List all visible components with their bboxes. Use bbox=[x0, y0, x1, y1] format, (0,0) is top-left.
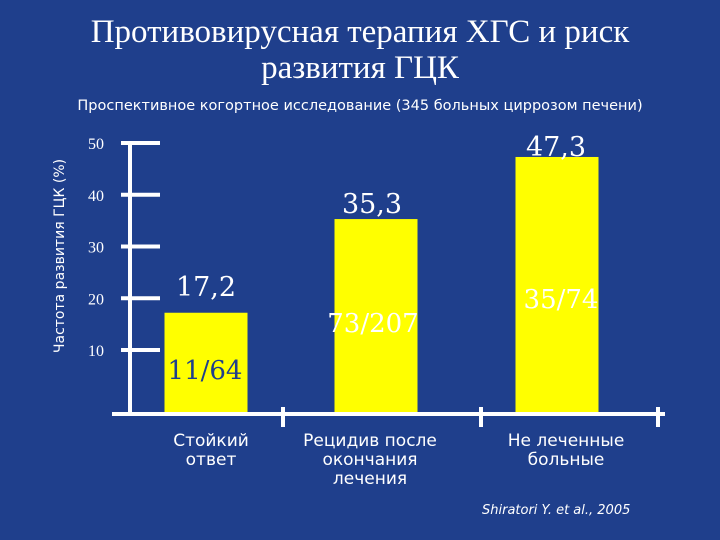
category-label-3-line-2: больные bbox=[528, 450, 605, 470]
ratio-label-1: 11/64 bbox=[168, 356, 243, 386]
category-label-1-line-2: ответ bbox=[186, 450, 237, 470]
ratio-label-2: 73/207 bbox=[327, 309, 418, 339]
bar-3 bbox=[515, 156, 599, 414]
y-tick-label-30: 30 bbox=[88, 240, 104, 257]
chart-subtitle: Проспективное когортное исследование (34… bbox=[77, 98, 643, 114]
category-label-2-line-1: Рецидив после bbox=[303, 431, 437, 451]
y-tick-label-10: 10 bbox=[88, 343, 104, 360]
category-label-3: Не леченные больные bbox=[508, 431, 625, 470]
category-label-1: Стойкий ответ bbox=[173, 431, 249, 470]
bar-1 bbox=[164, 312, 248, 414]
value-label-3: 47,3 bbox=[526, 132, 586, 163]
y-tick-label-40: 40 bbox=[88, 188, 104, 205]
slide-title: Противовирусная терапия ХГС и риск разви… bbox=[0, 14, 720, 86]
category-label-2-line-2: окончания bbox=[322, 450, 417, 470]
category-label-2: Рецидив после окончания лечения bbox=[303, 431, 437, 489]
category-label-3-line-1: Не леченные bbox=[508, 431, 625, 451]
category-label-1-line-1: Стойкий bbox=[173, 431, 249, 451]
value-label-2: 35,3 bbox=[342, 189, 402, 220]
category-label-2-line-3: лечения bbox=[333, 469, 407, 489]
bar-2 bbox=[334, 219, 418, 414]
ratio-label-3: 35/74 bbox=[524, 285, 599, 315]
citation: Shiratori Y. et al., 2005 bbox=[482, 503, 631, 518]
y-tick-label-50: 50 bbox=[88, 136, 104, 153]
title-line-2: развития ГЦК bbox=[261, 50, 459, 86]
y-tick-label-20: 20 bbox=[88, 291, 104, 308]
title-line-1: Противовирусная терапия ХГС и риск bbox=[90, 14, 630, 50]
value-label-1: 17,2 bbox=[176, 272, 236, 303]
